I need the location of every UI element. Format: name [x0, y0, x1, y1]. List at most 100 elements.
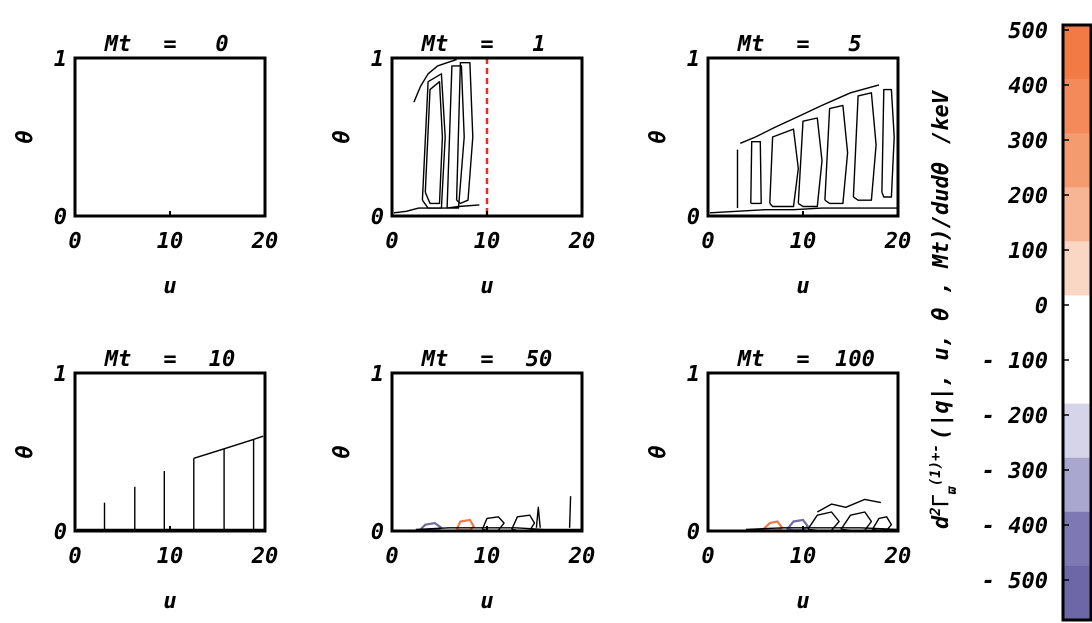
colorbar-label-part: (|q|, u, θ , Mt)/dudθ: [929, 162, 954, 440]
colorbar-frame: [1061, 23, 1092, 622]
contour-line-8: [740, 84, 880, 144]
panel-title-eq: =: [480, 347, 493, 372]
colorbar-band: [1063, 187, 1091, 242]
x-tick-label: 20: [251, 544, 279, 569]
panel-title-eq: =: [163, 347, 176, 372]
colorbar-band: [1063, 79, 1091, 134]
x-tick-label: 20: [568, 544, 596, 569]
y-tick-label: 0: [687, 520, 700, 545]
panel-title-eq: =: [480, 32, 493, 57]
panel-3: Mt = 10 0 10 20 0 1 u θ: [13, 347, 278, 614]
x-tick-label: 10: [157, 229, 184, 254]
colorbar-band: [1063, 133, 1091, 188]
x-tick-label: 10: [474, 544, 501, 569]
colorbar-tick-label: 0: [1035, 294, 1048, 319]
panel-title-value: 0: [215, 32, 228, 57]
contour-line-2: [769, 128, 799, 208]
plot-frame: [73, 371, 267, 533]
colorbar-label-part: d: [929, 515, 954, 529]
x-tick-label: 0: [701, 229, 714, 254]
x-axis-label: u: [796, 274, 809, 299]
contour-line-4: [824, 104, 849, 205]
colorbar-label-part: (1)+-: [928, 444, 944, 486]
colorbar-tick-label: 400: [1008, 74, 1048, 99]
colorbar-band: [1063, 457, 1091, 513]
contour-line-5: [568, 496, 572, 528]
x-axis-label: u: [480, 589, 493, 614]
x-tick-label: 20: [251, 229, 279, 254]
panel-2: Mt = 5 0 10 20 0 1 u θ: [646, 32, 911, 299]
x-tick-label: 0: [385, 229, 398, 254]
panel-title-value: 5: [848, 32, 861, 57]
colorbar-band: [1063, 25, 1091, 80]
colorbar-label: d2Γϖ(1)+- (|q|, u, θ , Mt)/dudθ/keV: [928, 89, 960, 529]
x-tick-label: 0: [68, 229, 81, 254]
colorbar-tick-label: - 500: [982, 569, 1048, 594]
panel-title-eq: =: [163, 32, 176, 57]
colorbar: 500 400 300 200 100 0 - 100 - 200 - 300 - 400 - 50…: [928, 19, 1092, 622]
contour-line-2: [446, 65, 465, 209]
y-tick-label: 1: [687, 362, 700, 387]
x-tick-label: 10: [157, 544, 184, 569]
colorbar-tick-label: - 200: [982, 404, 1048, 429]
x-tick-label: 0: [385, 544, 398, 569]
colorbar-band: [1063, 511, 1091, 567]
panel-5: Mt = 100 0 10 20 0 1 u θ: [646, 347, 911, 614]
contour-line-5: [816, 498, 882, 513]
x-axis-label: u: [163, 274, 176, 299]
y-tick-label: 0: [687, 205, 700, 230]
x-tick-label: 0: [701, 544, 714, 569]
y-tick-label: 0: [54, 205, 67, 230]
contour-line-5: [393, 204, 480, 214]
y-axis-label: θ: [646, 445, 671, 458]
x-tick-label: 10: [790, 229, 817, 254]
contour-line-1: [750, 140, 762, 205]
contour-line-4: [535, 506, 541, 528]
y-axis-label: θ: [330, 130, 355, 143]
contour-line-1: [424, 80, 444, 205]
y-tick-label: 1: [54, 362, 67, 387]
colorbar-label-part: Γ: [929, 494, 954, 507]
colorbar-label-part: ϖ: [945, 485, 960, 495]
colorbar-tick-label: 100: [1008, 239, 1048, 264]
panel-title-value: 100: [835, 347, 875, 372]
contour-line-1: [786, 518, 809, 532]
x-tick-label: 20: [884, 544, 912, 569]
contour-line-7: [709, 207, 898, 214]
colorbar-band: [1063, 349, 1091, 405]
y-axis-label: θ: [13, 445, 38, 458]
x-axis-label: u: [796, 589, 809, 614]
x-tick-label: 10: [474, 229, 501, 254]
colorbar-tick-label: 200: [1007, 184, 1048, 209]
contour-line-5: [852, 92, 877, 201]
colorbar-band: [1063, 403, 1091, 459]
contour-line-3: [455, 62, 474, 205]
plot-frame: [706, 371, 900, 533]
colorbar-band: [1063, 295, 1091, 351]
y-axis-label: θ: [646, 130, 671, 143]
panel-title-eq: =: [796, 32, 809, 57]
colorbar-tick-label: 300: [1007, 129, 1048, 154]
contour-line-6: [415, 527, 582, 531]
y-tick-label: 1: [371, 47, 384, 72]
x-tick-label: 20: [568, 229, 596, 254]
contour-line-1: [455, 518, 475, 532]
panel-title-value: 50: [526, 347, 553, 372]
panel-title-var: Mt: [737, 347, 765, 372]
panel-4: Mt = 50 0 10 20 0 1 u θ: [330, 347, 595, 614]
colorbar-label-part: /keV: [929, 89, 954, 144]
colorbar-band: [1063, 565, 1091, 621]
y-tick-label: 0: [54, 520, 67, 545]
colorbar-tick-label: 500: [1008, 19, 1048, 44]
x-tick-label: 0: [68, 544, 81, 569]
y-tick-label: 0: [371, 205, 384, 230]
y-axis-label: θ: [13, 130, 38, 143]
y-tick-label: 1: [371, 362, 384, 387]
panel-title-var: Mt: [104, 347, 132, 372]
y-tick-label: 1: [687, 47, 700, 72]
colorbar-tick-label: - 400: [982, 514, 1048, 539]
panel-title-var: Mt: [104, 32, 132, 57]
panel-title-var: Mt: [421, 347, 449, 372]
